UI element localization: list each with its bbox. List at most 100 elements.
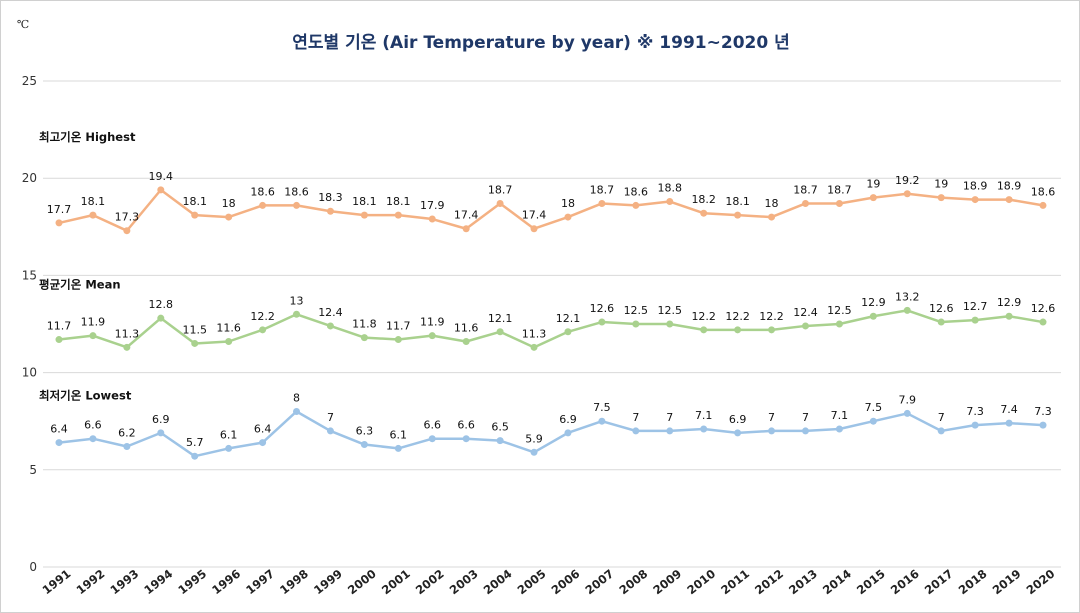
data-point [1039,318,1047,326]
data-point [191,339,199,347]
data-point [123,442,131,450]
data-point [632,427,640,435]
x-tick-label: 2008 [616,566,650,597]
x-tick-label: 2019 [990,566,1024,597]
data-label: 12.1 [488,312,513,325]
data-label: 19.2 [895,174,920,187]
data-label: 18.1 [352,195,377,208]
data-point [123,227,131,235]
data-point [1005,419,1013,427]
data-point [293,201,301,209]
data-label: 17.9 [420,199,445,212]
data-label: 6.2 [118,426,136,439]
data-label: 11.6 [454,321,479,334]
data-point [462,435,470,443]
data-label: 7 [768,411,775,424]
y-tick-label: 0 [29,560,37,574]
data-point [157,314,165,322]
data-point [768,326,776,334]
unit-label: ℃ [17,18,29,31]
data-label: 12.4 [318,306,343,319]
x-tick-label: 1995 [175,566,209,597]
x-tick-label: 1997 [243,566,277,597]
x-tick-label: 1991 [40,566,74,597]
data-point [564,213,572,221]
data-point [530,225,538,233]
data-point [326,427,334,435]
series-name-label: 최저기온 Lowest [39,389,132,403]
data-point [869,194,877,202]
data-label: 7 [327,411,334,424]
y-tick-label: 10 [22,366,37,380]
series-group: 17.7 18.1 17.3 19.4 18.1 18 18.6 18.6 18.3 18.1 18… [39,130,1055,460]
data-point [55,219,63,227]
data-label: 7.5 [865,401,883,414]
data-point [259,439,267,447]
data-label: 6.9 [729,413,747,426]
x-tick-label: 2009 [650,566,684,597]
data-label: 19 [934,178,948,191]
data-label: 18 [561,197,575,210]
y-tick-label: 5 [29,463,37,477]
y-axis-ticks: 0 5 10 15 20 25 [22,74,37,574]
x-tick-label: 2018 [956,566,990,597]
data-label: 12.9 [861,296,886,309]
data-point [496,437,504,445]
data-point [428,215,436,223]
data-label: 6.6 [423,419,441,432]
data-point [530,448,538,456]
series-line [58,410,1044,458]
data-label: 12.5 [624,304,649,317]
x-tick-label: 1993 [107,566,141,597]
x-tick-label: 2010 [684,566,718,597]
data-point [1039,421,1047,429]
data-label: 7.1 [831,409,849,422]
data-label: 11.7 [386,320,411,333]
data-point [869,312,877,320]
series-name-label: 평균기온 Mean [39,277,121,291]
data-point [394,211,402,219]
data-label: 12.2 [250,310,275,323]
data-point [394,336,402,344]
data-label: 6.9 [559,413,577,426]
data-label: 5.9 [525,432,543,445]
data-label: 18.6 [250,185,275,198]
data-label: 7.4 [1000,403,1018,416]
data-label: 19.4 [149,170,174,183]
x-axis-ticks: 1991 1992 1993 1994 1995 1996 1997 1998 1999 2000… [40,566,1058,597]
data-label: 18.1 [81,195,106,208]
data-point [937,427,945,435]
data-label: 12.5 [827,304,852,317]
data-point [89,211,97,219]
series-line [58,309,1044,349]
y-tick-label: 25 [22,74,37,88]
data-point [293,310,301,318]
data-label: 12.4 [793,306,818,319]
data-label: 18.9 [963,180,988,193]
x-tick-label: 2015 [854,566,888,597]
data-label: 12.1 [556,312,581,325]
data-label: 6.6 [84,419,102,432]
series-0: 17.7 18.1 17.3 19.4 18.1 18 18.6 18.6 18.3 18.1 18… [39,130,1055,235]
x-tick-label: 2012 [752,566,786,597]
y-tick-label: 15 [22,268,37,282]
x-tick-label: 2014 [820,566,854,597]
data-point [428,435,436,443]
data-label: 7.5 [593,401,611,414]
data-label: 12.9 [997,296,1022,309]
data-point [428,332,436,340]
data-label: 6.4 [50,423,68,436]
data-point [1005,312,1013,320]
data-point [564,328,572,336]
data-label: 11.3 [115,327,140,340]
data-label: 11.8 [352,318,377,331]
data-label: 18 [765,197,779,210]
data-point [903,409,911,417]
data-point [394,444,402,452]
data-label: 5.7 [186,436,204,449]
data-point [360,334,368,342]
data-point [462,225,470,233]
data-label: 11.5 [182,323,207,336]
data-point [462,337,470,345]
